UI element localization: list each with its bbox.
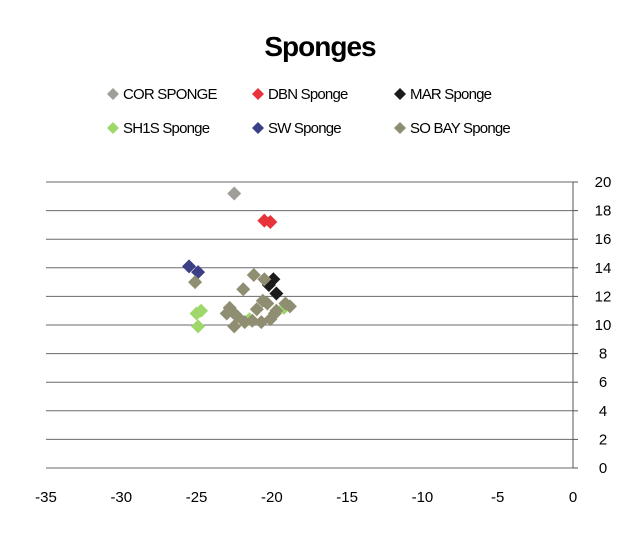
legend-label: SH1S Sponge <box>123 120 210 137</box>
x-tick-label: -10 <box>412 489 434 506</box>
axes: 0 2 4 6 8 10 12 14 16 18 20 -35 -30 -25 -20 -15 -10 -5 0 <box>35 174 611 506</box>
data-point <box>219 306 234 321</box>
legend-label: SW Sponge <box>268 120 341 137</box>
legend-label: MAR Sponge <box>410 86 492 103</box>
y-tick-label: 20 <box>595 174 612 191</box>
data-point <box>254 315 269 330</box>
legend-label: SO BAY Sponge <box>410 120 510 137</box>
x-tick-label: -5 <box>491 489 504 506</box>
data-point <box>194 303 209 318</box>
data-point <box>267 306 282 321</box>
legend-item: COR SPONGE <box>107 86 218 103</box>
y-tick-label: 8 <box>599 346 607 363</box>
legend-marker <box>107 88 119 100</box>
y-tick-label: 16 <box>595 231 612 248</box>
y-tick-label: 6 <box>599 374 607 391</box>
y-tick-label: 2 <box>599 431 607 448</box>
x-tick-label: -30 <box>110 489 132 506</box>
data-point <box>236 282 251 297</box>
legend-marker <box>107 122 119 134</box>
legend-item: SW Sponge <box>252 120 342 137</box>
y-tick-label: 18 <box>595 203 612 220</box>
data-point <box>269 286 284 301</box>
data-point <box>182 259 197 274</box>
data-point <box>246 267 261 282</box>
legend-marker <box>394 88 406 100</box>
data-point <box>255 293 270 308</box>
data-point <box>249 302 264 317</box>
y-tick-label: 4 <box>599 403 607 420</box>
y-tick-label: 10 <box>595 317 612 334</box>
y-tick-label: 14 <box>595 260 612 277</box>
data-point <box>282 299 297 314</box>
data-points <box>182 186 297 334</box>
data-point <box>188 275 203 290</box>
x-tick-label: -25 <box>186 489 208 506</box>
y-tick-label: 0 <box>599 460 607 477</box>
legend-label: DBN Sponge <box>268 86 348 103</box>
gridlines <box>46 181 573 469</box>
data-point <box>257 272 272 287</box>
legend-item: SO BAY Sponge <box>394 120 511 137</box>
data-point <box>263 215 278 230</box>
legend-item: DBN Sponge <box>252 86 349 103</box>
x-tick-label: 0 <box>569 489 577 506</box>
legend-label: COR SPONGE <box>123 86 217 103</box>
x-tick-label: -20 <box>261 489 283 506</box>
x-tick-label: -15 <box>336 489 358 506</box>
y-tick-label: 12 <box>595 288 612 305</box>
x-tick-label: -35 <box>35 489 57 506</box>
legend-item: SH1S Sponge <box>107 120 211 137</box>
data-point <box>191 319 206 334</box>
chart-legend: COR SPONGE DBN Sponge MAR Sponge SH1S Spong… <box>107 86 511 137</box>
legend-marker <box>252 88 264 100</box>
chart-title: Sponges <box>264 31 376 62</box>
legend-marker <box>252 122 264 134</box>
legend-item: MAR Sponge <box>394 86 492 103</box>
legend-marker <box>394 122 406 134</box>
data-point <box>227 186 242 201</box>
data-point <box>227 319 242 334</box>
